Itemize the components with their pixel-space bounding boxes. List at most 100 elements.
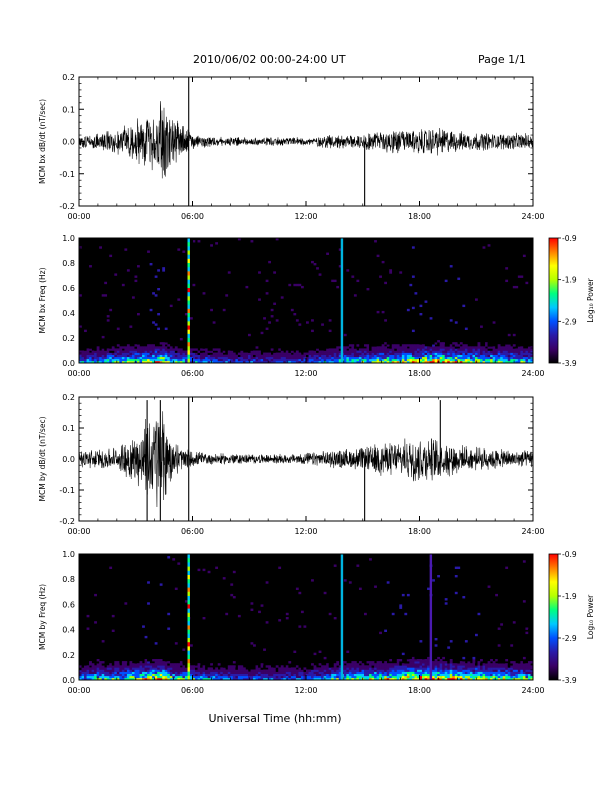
spectrogram-cell: [389, 358, 393, 362]
spectrogram-cell: [482, 667, 486, 670]
spectrogram-cell: [121, 665, 125, 668]
spectrogram-cell: [86, 627, 90, 630]
spectrogram-cell: [205, 669, 208, 672]
spectrogram-cell: [300, 673, 304, 677]
spectrogram-cell: [295, 319, 299, 322]
spectrogram-cell: [265, 279, 269, 283]
spectrogram-cell: [399, 358, 403, 362]
spectrogram-cell: [308, 354, 312, 358]
spectrogram-cell: [288, 352, 292, 355]
spectrogram-cell: [205, 348, 208, 351]
spectrogram-cell: [306, 671, 309, 674]
spectrogram-cell: [432, 342, 435, 345]
spectrogram-cell: [232, 671, 236, 674]
spectrogram-cell: [195, 348, 198, 351]
spectrogram-cell: [147, 675, 150, 679]
spectrogram-cell: [404, 661, 408, 664]
spectrogram-cell: [220, 669, 224, 672]
spectrogram-cell: [159, 356, 163, 360]
spectrogram-cell: [84, 346, 87, 349]
spectrogram-cell: [437, 669, 440, 672]
spectrogram-cell: [270, 354, 274, 358]
spectrogram-cell: [131, 360, 135, 364]
spectrogram-cell: [432, 661, 435, 664]
spectrogram-cell: [512, 348, 516, 351]
spectrogram-cell: [167, 671, 171, 674]
spectrogram-cell: [144, 360, 148, 364]
spectrogram-cell: [215, 669, 219, 672]
spectrogram-cell: [232, 673, 236, 677]
spectrogram-cell: [260, 663, 264, 666]
spectrogram-cell: [517, 665, 521, 668]
spectrogram-cell: [109, 671, 113, 674]
spectrogram-cell: [159, 675, 163, 679]
spectrogram-cell: [94, 675, 97, 679]
spectrogram-cell: [437, 673, 440, 677]
spectrogram-cell: [389, 360, 393, 364]
spectrogram-cell: [437, 350, 440, 353]
spectrogram-cell: [474, 663, 478, 666]
spectrogram-cell: [389, 669, 393, 672]
spectrogram-cell: [258, 673, 261, 677]
spectrogram-cell: [152, 352, 155, 355]
spectrogram-cell: [149, 344, 153, 347]
spectrogram-cell: [311, 667, 314, 670]
spectrogram-cell: [454, 360, 458, 364]
spectrogram-cell: [507, 665, 511, 668]
spectrogram-cell: [346, 354, 350, 358]
spectrogram-cell: [520, 358, 524, 362]
spectrogram-cell: [356, 344, 360, 347]
spectrogram-cell: [222, 350, 226, 353]
spectrogram-cell: [452, 669, 456, 672]
spectrogram-cell: [174, 354, 178, 358]
spectrogram-cell: [482, 669, 486, 672]
spectrogram-cell: [169, 358, 173, 362]
spectrogram-cell: [449, 673, 453, 677]
spectrogram-cell: [111, 350, 115, 353]
spectrogram-cell: [114, 348, 118, 351]
spectrogram-cell: [139, 663, 143, 666]
spectrogram-cell: [116, 356, 120, 360]
spectrogram-cell: [147, 360, 150, 364]
spectrogram-cell: [96, 667, 100, 670]
spectrogram-cell: [79, 360, 82, 364]
spectrogram-cell: [311, 352, 314, 355]
spectrogram-cell: [353, 352, 357, 355]
spectrogram-cell: [351, 663, 355, 666]
spectrogram-cell: [275, 665, 279, 668]
spectrogram-cell: [184, 665, 188, 668]
spectrogram-cell: [147, 665, 150, 668]
spectrogram-cell: [280, 352, 284, 355]
spectrogram-cell: [469, 346, 473, 349]
spectrogram-cell: [285, 356, 289, 360]
spectrogram-cell: [225, 671, 229, 674]
spectrogram-cell: [283, 356, 287, 360]
spectrogram-cell: [285, 612, 289, 616]
spectrogram-cell: [280, 358, 284, 362]
spectrogram-cell: [202, 617, 206, 620]
spectrogram-cell: [275, 238, 279, 241]
spectrogram-cell: [91, 677, 95, 681]
spectrogram-cell: [126, 360, 130, 364]
colorbar-tick-label: -2.9: [562, 634, 577, 643]
spectrogram-cell: [424, 677, 428, 681]
spectrogram-cell: [230, 673, 234, 677]
spectrogram-cell: [348, 673, 352, 677]
broadband-line: [187, 663, 190, 668]
spectrogram-cell: [321, 671, 324, 674]
spectrogram-cell: [512, 346, 516, 349]
spectrogram-cell: [184, 600, 188, 603]
spectrogram-cell: [336, 671, 340, 674]
spectrogram-cell: [237, 665, 241, 668]
spectrogram-cell: [449, 669, 453, 672]
spectrogram-cell: [459, 346, 463, 349]
spectrogram-cell: [273, 675, 277, 679]
spectrogram-cell: [121, 350, 125, 353]
spectrogram-cell: [121, 663, 125, 666]
spectrogram-cell: [230, 665, 234, 668]
spectrogram-cell: [517, 356, 521, 360]
spectrogram-cell: [300, 663, 304, 666]
spectrogram-cell: [192, 667, 196, 670]
x-axis-label: Universal Time (hh:mm): [209, 712, 342, 725]
spectrogram-cell: [482, 346, 486, 349]
